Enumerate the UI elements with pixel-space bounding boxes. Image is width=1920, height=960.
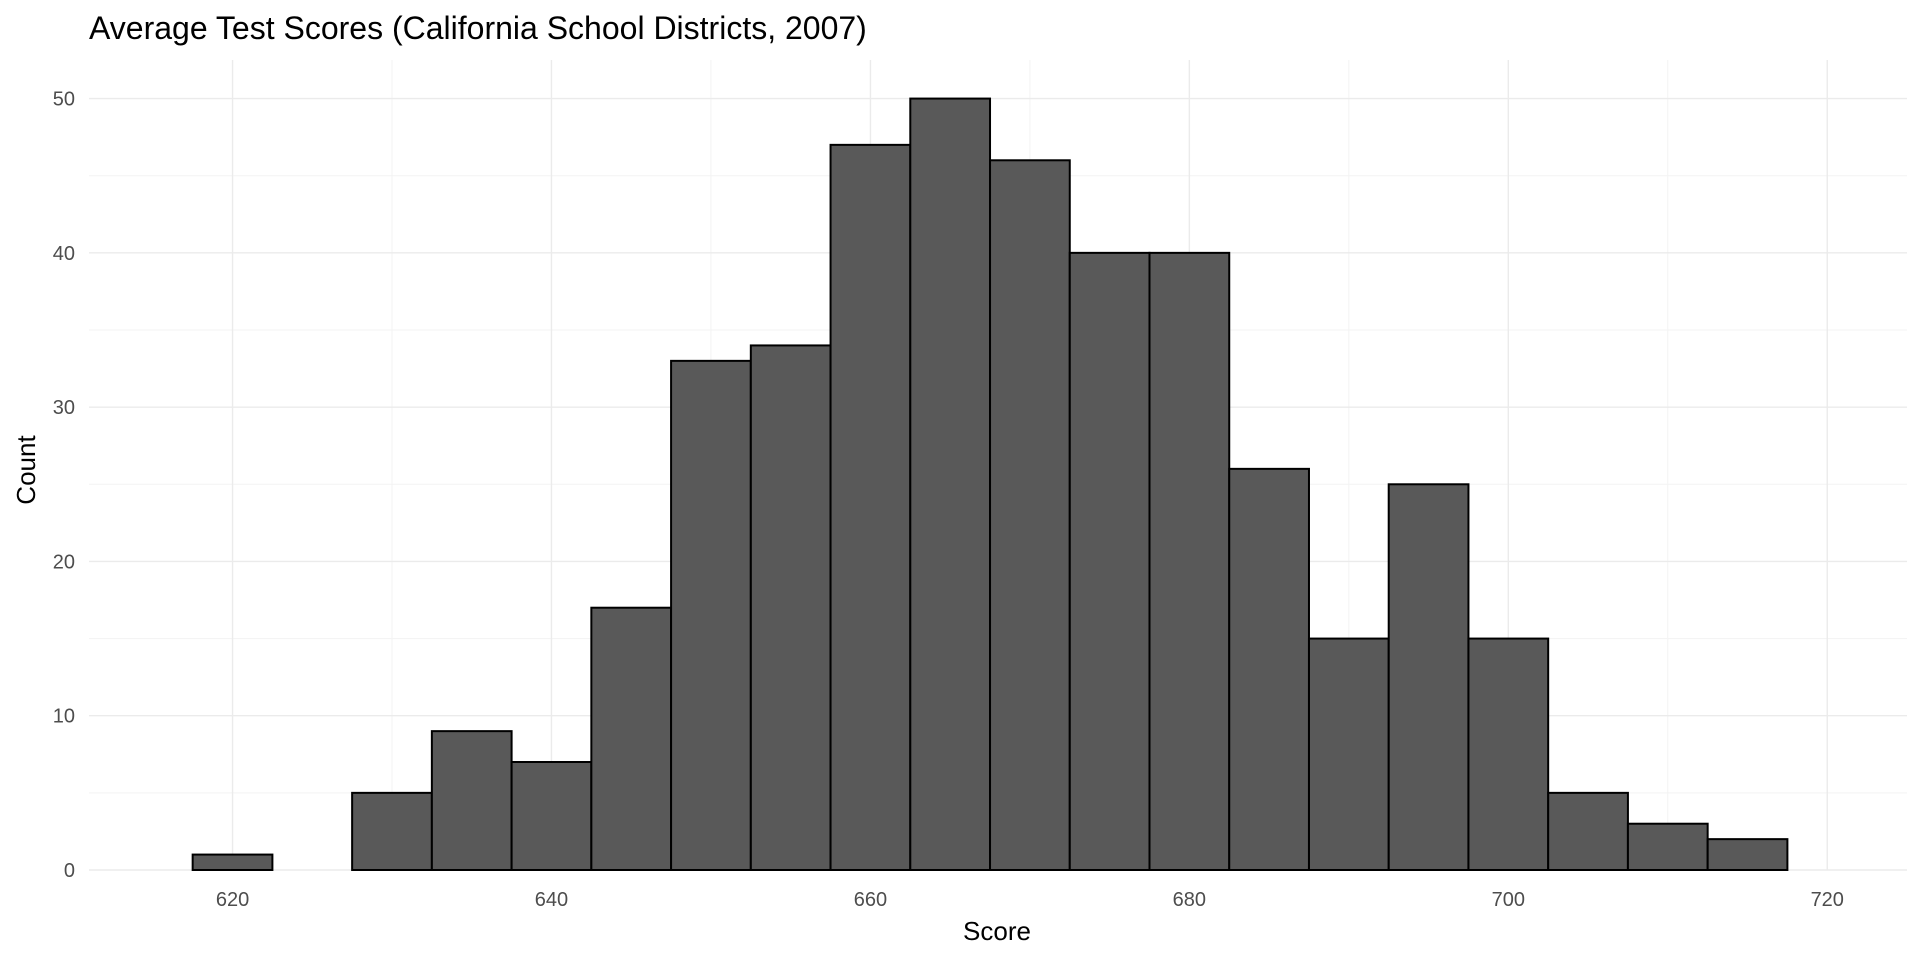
histogram-bar (829, 143, 912, 872)
chart-title: Average Test Scores (California School D… (89, 10, 867, 46)
x-tick-label: 700 (1492, 889, 1525, 911)
histogram-bar (989, 159, 1071, 872)
histogram-bar (1148, 251, 1231, 872)
histogram-bar (1228, 467, 1310, 871)
y-axis-title: Count (11, 435, 41, 505)
x-tick-label: 680 (1173, 889, 1206, 911)
y-tick-label: 20 (53, 551, 75, 573)
histogram-bar (1547, 791, 1629, 871)
histogram-bar (1387, 483, 1470, 871)
x-tick-label: 660 (854, 889, 887, 911)
x-tick-label: 720 (1811, 889, 1844, 911)
y-tick-label: 30 (53, 397, 75, 419)
histogram-bar (590, 606, 673, 871)
x-tick-label: 640 (535, 889, 568, 911)
histogram-bar (1706, 838, 1789, 872)
histogram-bar (749, 344, 832, 871)
y-tick-label: 10 (53, 706, 75, 728)
histogram-bar (1307, 637, 1390, 871)
histogram-bar (510, 761, 593, 871)
histogram-bar (1467, 637, 1550, 871)
y-tick-label: 0 (64, 860, 75, 882)
x-tick-label: 620 (216, 889, 249, 911)
y-tick-label: 40 (53, 243, 75, 265)
histogram-bar (1068, 251, 1151, 872)
histogram-bar (351, 791, 433, 871)
histogram-bar (670, 359, 752, 871)
y-axis-tick-labels: 0 10 20 30 40 50 (53, 89, 75, 882)
x-axis-title: Score (963, 916, 1031, 946)
histogram-bars (191, 97, 1789, 872)
histogram-bar (430, 730, 513, 872)
y-tick-label: 50 (53, 89, 75, 111)
histogram-bar (191, 853, 274, 871)
histogram-bar (1626, 822, 1709, 872)
x-axis-tick-labels: 620 640 660 680 700 720 (216, 889, 1844, 911)
histogram-bar (909, 97, 992, 872)
